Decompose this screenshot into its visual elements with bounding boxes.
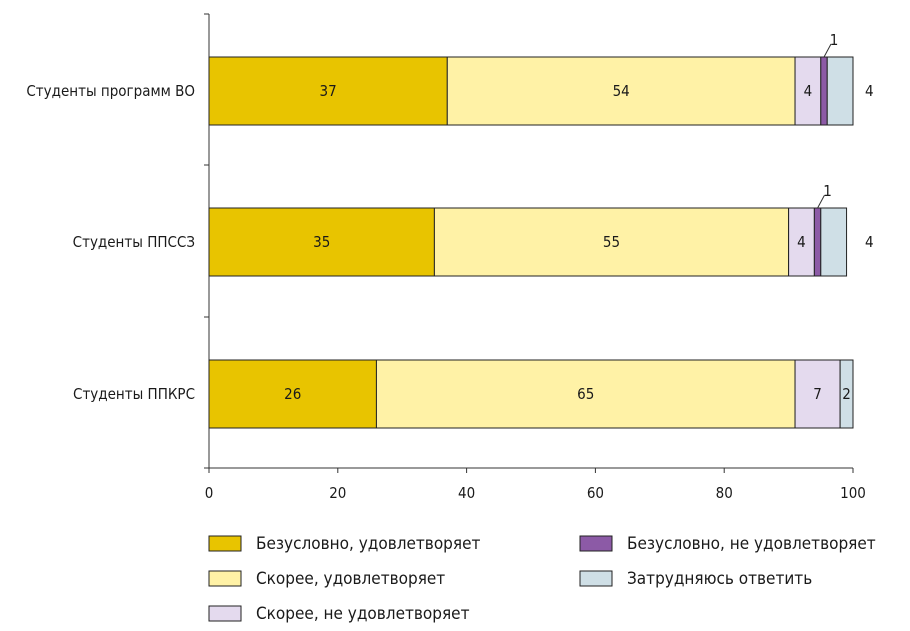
bar-segment xyxy=(820,207,848,277)
legend-label: Скорее, не удовлетворяет xyxy=(256,604,470,624)
data-label: 55 xyxy=(603,233,620,251)
data-label: 54 xyxy=(613,82,630,100)
bar-segment xyxy=(813,207,822,277)
bar-segment xyxy=(826,56,854,126)
legend-label: Безусловно, не удовлетворяет xyxy=(627,534,876,554)
data-label: 1 xyxy=(823,182,832,200)
x-tick-label: 0 xyxy=(205,484,214,502)
bar-segment xyxy=(208,56,448,126)
data-label-outside: 4 xyxy=(865,82,874,100)
bar-segment xyxy=(839,359,854,429)
data-label: 4 xyxy=(804,82,813,100)
data-label: 1 xyxy=(830,31,839,49)
x-tick-label: 80 xyxy=(716,484,733,502)
bar-segment xyxy=(433,207,790,277)
x-tick-label: 100 xyxy=(840,484,866,502)
bars: Студенты программ ВО 37 54 4 1 4 Студенты ППСС… xyxy=(26,31,874,429)
data-label: 26 xyxy=(284,385,301,403)
label-leader-line xyxy=(817,194,826,209)
legend-label: Безусловно, удовлетворяет xyxy=(256,534,480,554)
legend-label: Скорее, удовлетворяет xyxy=(256,569,445,589)
bar-segment xyxy=(208,359,377,429)
x-tick-label: 40 xyxy=(458,484,475,502)
bar-segment xyxy=(820,56,828,126)
legend-swatch xyxy=(208,570,242,587)
data-label: 2 xyxy=(842,385,851,403)
data-label: 65 xyxy=(577,385,594,403)
bar-segment xyxy=(794,56,822,126)
x-tick-label: 20 xyxy=(329,484,346,502)
label-leader-line xyxy=(823,43,832,58)
category-label: Студенты ППССЗ xyxy=(73,233,195,251)
data-label: 4 xyxy=(797,233,806,251)
data-label: 7 xyxy=(813,385,822,403)
category-label: Студенты программ ВО xyxy=(26,82,195,100)
bar-segment xyxy=(794,359,841,429)
legend-label: Затрудняюсь ответить xyxy=(627,569,812,589)
data-label-outside: 4 xyxy=(865,233,874,251)
data-label: 37 xyxy=(320,82,337,100)
legend: Безусловно, удовлетворяет Скорее, удовлет… xyxy=(208,534,876,624)
legend-swatch xyxy=(579,570,613,587)
x-tick-label: 60 xyxy=(587,484,604,502)
data-label: 35 xyxy=(313,233,330,251)
legend-swatch xyxy=(579,535,613,552)
bar-segment xyxy=(375,359,796,429)
legend-swatch xyxy=(208,605,242,622)
legend-swatch xyxy=(208,535,242,552)
category-label: Студенты ППКРС xyxy=(73,385,195,403)
bar-segment xyxy=(446,56,796,126)
bar-segment xyxy=(208,207,435,277)
